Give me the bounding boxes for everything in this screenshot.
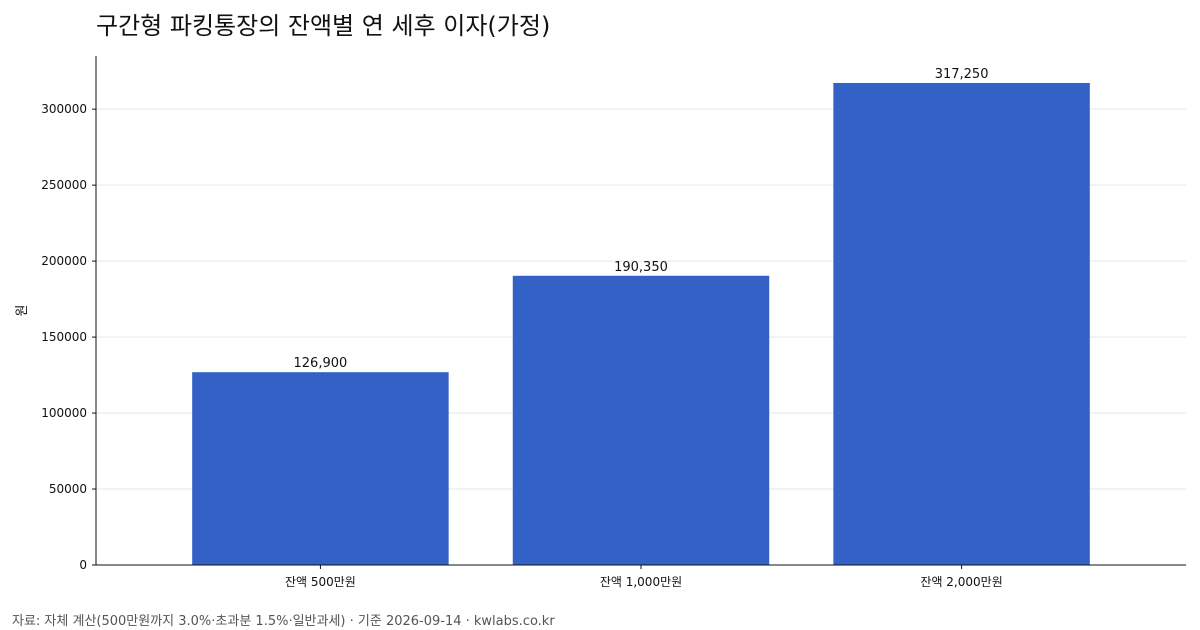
x-tick-label: 잔액 1,000만원 [600,575,682,589]
bar [192,372,449,565]
bar-value-label: 126,900 [294,356,348,371]
bar [833,82,1090,565]
chart-title: 구간형 파킹통장의 잔액별 연 세후 이자(가정) [96,12,551,40]
bar [512,275,770,565]
y-tick-label: 300000 [41,102,87,116]
bars [192,82,1090,565]
y-tick-label: 50000 [49,482,87,496]
y-tick-label: 0 [79,558,87,572]
y-tick-label: 150000 [41,330,87,344]
y-tick-label: 250000 [41,178,87,192]
x-tick-label: 잔액 500만원 [285,575,356,589]
labels: 0 50000 100000 150000 200000 250000 300000 126,… [15,67,1003,589]
y-tick-label: 100000 [41,406,87,420]
axes [92,56,1186,569]
bar-value-label: 317,250 [935,67,989,82]
bar-value-label: 190,350 [614,260,668,275]
y-tick-label: 200000 [41,254,87,268]
source-note: 자료: 자체 계산(500만원까지 3.0%·초과분 1.5%·일반과세) · … [12,614,555,629]
x-tick-label: 잔액 2,000만원 [920,575,1002,589]
y-axis-title: 원 [15,305,30,317]
